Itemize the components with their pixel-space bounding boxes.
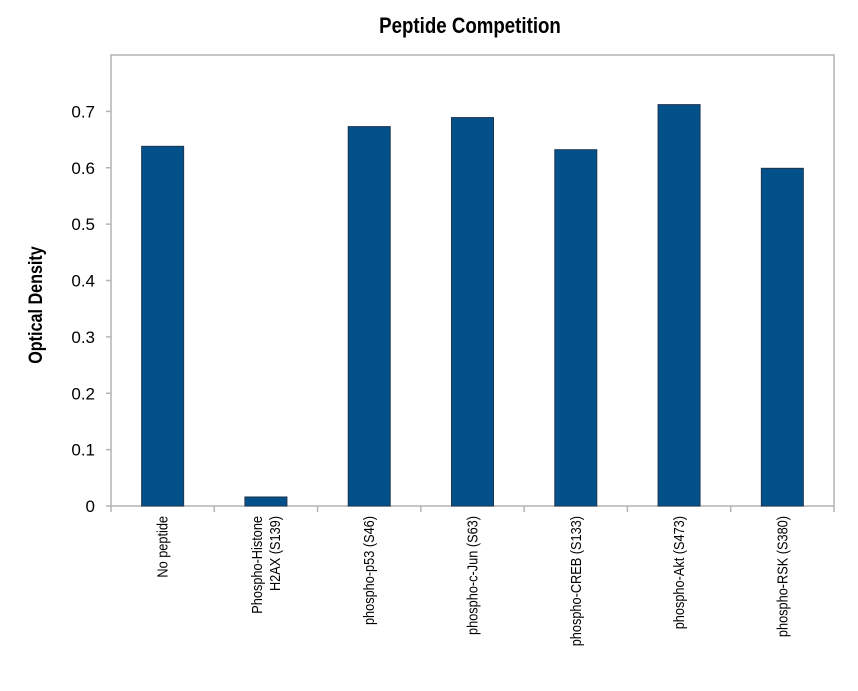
x-tick-label: phospho-RSK (S380) (773, 516, 790, 637)
x-tick-label: phospho-CREB (S133) (567, 516, 584, 646)
y-tick-label: 0.3 (71, 328, 95, 347)
x-tick-label: No peptide (154, 516, 171, 578)
x-tick-label: phospho-Akt (S473) (670, 516, 687, 629)
bar (244, 496, 288, 507)
x-tick-label-line: No peptide (154, 516, 171, 578)
x-tick-label-line: phospho-CREB (S133) (567, 516, 584, 646)
x-tick-label-line: phospho-RSK (S380) (773, 516, 790, 637)
x-tick-label: phospho-p53 (S46) (360, 516, 377, 625)
x-tick-label: Phospho-HistoneH2AX (S139) (248, 516, 283, 614)
y-tick-label: 0.5 (71, 215, 95, 234)
bar (657, 104, 701, 507)
bar (347, 126, 391, 507)
x-tick-label-line: Phospho-Histone (248, 516, 265, 614)
bar (141, 145, 185, 507)
y-tick-label: 0 (86, 497, 95, 516)
x-tick-label-line: H2AX (S139) (266, 516, 283, 591)
y-tick-label: 0.6 (71, 159, 95, 178)
y-axis-label: Optical Density (25, 246, 47, 364)
bar (451, 117, 494, 507)
x-tick-label-line: phospho-Akt (S473) (670, 516, 687, 629)
bar (554, 149, 598, 507)
x-tick-label-line: phospho-p53 (S46) (360, 516, 377, 625)
y-tick-label: 0.1 (71, 441, 95, 460)
y-tick-label: 0.7 (71, 102, 95, 121)
chart-title: Peptide Competition (379, 15, 561, 39)
y-tick-label: 0.4 (71, 272, 95, 291)
plot-area: 0 0.1 0.2 0.3 0.4 0.5 0.6 0.7 No peptide Phospho-… (71, 54, 835, 646)
x-tick-label-line: phospho-c-Jun (S63) (463, 516, 480, 635)
y-tick-label: 0.2 (71, 384, 95, 403)
bar (760, 167, 804, 507)
x-tick-label: phospho-c-Jun (S63) (463, 516, 480, 635)
